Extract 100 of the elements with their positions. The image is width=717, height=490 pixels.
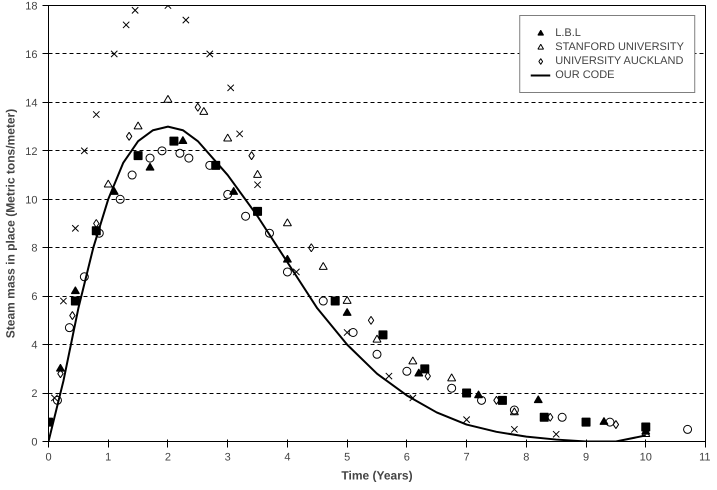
point <box>378 330 388 340</box>
x-tick-label: 2 <box>164 452 172 464</box>
point <box>241 212 250 221</box>
point <box>282 218 292 226</box>
point <box>498 396 507 405</box>
point <box>134 121 143 130</box>
point <box>385 372 393 380</box>
point <box>131 6 139 14</box>
x-axis-title: Time (Years) <box>341 468 413 482</box>
y-tick-label: 8 <box>31 242 38 255</box>
point <box>104 180 113 188</box>
point <box>92 110 100 118</box>
point <box>146 162 155 171</box>
point <box>282 267 292 276</box>
point <box>80 272 89 282</box>
point <box>462 416 470 424</box>
point <box>146 154 155 163</box>
point <box>552 430 560 438</box>
point <box>372 350 382 359</box>
point <box>540 412 549 422</box>
point <box>683 424 692 434</box>
y-tick-label: 0 <box>31 436 38 448</box>
point <box>318 296 328 306</box>
point <box>223 190 232 199</box>
point <box>229 186 238 195</box>
point <box>64 323 74 332</box>
x-tick-label: 0 <box>45 452 52 464</box>
point <box>178 136 188 144</box>
point <box>226 84 234 92</box>
x-tick-label: 6 <box>404 452 410 464</box>
y-tick-label: 18 <box>25 0 38 12</box>
legend-label: UNIVERSITY AUCKLAND <box>555 54 684 68</box>
point <box>50 394 58 402</box>
point <box>52 396 62 405</box>
point <box>206 50 214 58</box>
point <box>447 384 456 393</box>
y-tick-label: 12 <box>25 146 38 158</box>
point <box>110 50 118 58</box>
point <box>318 262 328 270</box>
point <box>558 412 567 422</box>
legend-label: L.B.L <box>555 26 581 40</box>
y-tick-label: 6 <box>31 291 38 304</box>
x-tick-label: 10 <box>640 452 652 464</box>
y-tick-label: 2 <box>31 388 38 400</box>
point <box>175 148 184 158</box>
point <box>182 16 190 24</box>
point <box>199 106 208 115</box>
point <box>163 94 172 103</box>
x-tick-label: 4 <box>284 452 290 464</box>
point <box>477 396 486 405</box>
point <box>605 418 614 427</box>
point <box>128 170 137 180</box>
point <box>236 130 244 138</box>
y-tick-label: 14 <box>25 97 38 110</box>
point <box>264 228 274 238</box>
x-tick-label: 9 <box>582 452 590 464</box>
point <box>510 426 518 434</box>
point <box>69 311 76 320</box>
point <box>248 151 255 160</box>
x-tick-label: 11 <box>699 452 711 464</box>
point <box>253 170 262 178</box>
x-tick-label: 7 <box>464 452 470 464</box>
point <box>126 132 132 141</box>
point <box>223 134 232 142</box>
point <box>612 420 620 430</box>
point <box>70 296 80 306</box>
legend-label: STANFORD UNIVERSITY <box>555 40 684 54</box>
point <box>420 364 430 374</box>
point <box>184 154 194 163</box>
point <box>116 194 125 204</box>
point <box>342 296 352 304</box>
point <box>348 328 358 337</box>
point <box>368 316 374 325</box>
point <box>94 228 104 238</box>
point <box>134 151 143 160</box>
point <box>254 181 262 188</box>
point <box>292 268 300 276</box>
point <box>414 368 424 376</box>
point <box>60 297 68 305</box>
x-tick-label: 3 <box>224 452 231 464</box>
point <box>582 418 591 427</box>
y-tick-label: 10 <box>25 194 38 206</box>
point <box>72 224 80 232</box>
point <box>342 308 352 316</box>
point <box>157 146 166 156</box>
x-tick-label: 1 <box>105 452 112 464</box>
point <box>408 356 418 364</box>
y-tick-label: 16 <box>25 48 38 61</box>
point <box>169 136 178 146</box>
point <box>402 366 412 376</box>
point <box>372 334 382 343</box>
x-tick-label: 5 <box>344 452 350 464</box>
point <box>447 373 456 382</box>
legend-label: OUR CODE <box>555 68 615 82</box>
y-tick-label: 4 <box>31 340 38 352</box>
point <box>462 388 472 398</box>
point <box>122 21 130 29</box>
point <box>409 394 417 402</box>
point <box>70 286 80 294</box>
point <box>534 395 543 404</box>
